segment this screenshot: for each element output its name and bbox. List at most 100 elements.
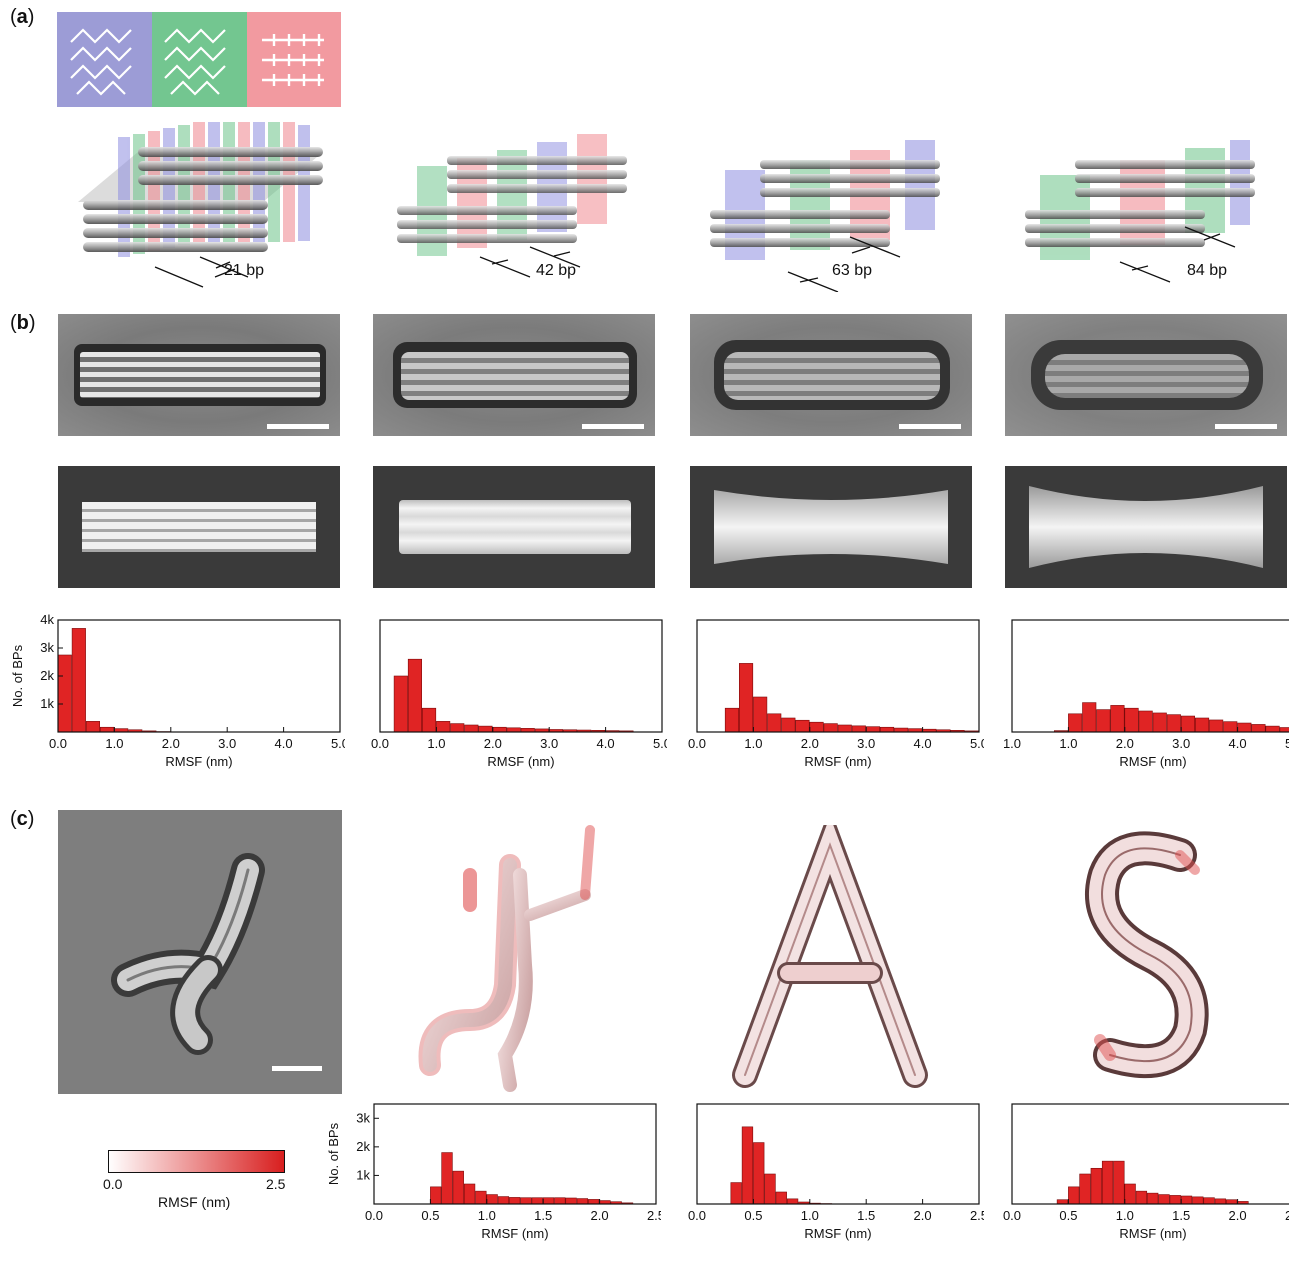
x-tick-label: 2.0 xyxy=(801,736,819,751)
tem-image-21bp xyxy=(58,314,340,436)
y-axis-title: No. of BPs xyxy=(326,1122,341,1185)
x-tick-label: 3.0 xyxy=(218,736,236,751)
histogram-bar xyxy=(823,723,838,733)
histogram-bar xyxy=(1110,705,1125,733)
histogram-bar xyxy=(1147,1192,1159,1205)
histogram-bar xyxy=(786,1198,799,1205)
histogram-bar xyxy=(565,1197,577,1205)
panel-b-label: (b) xyxy=(10,312,36,334)
panel-c-label: (c) xyxy=(10,808,35,830)
plot-frame xyxy=(373,1103,657,1205)
x-tick-label: 2.0 xyxy=(591,1208,609,1223)
y-tick-label: 3k xyxy=(356,1110,370,1125)
histogram-bar xyxy=(767,713,782,733)
bundle-63bp xyxy=(710,140,940,260)
x-tick-label: 3.0 xyxy=(857,736,875,751)
histogram-bar xyxy=(393,675,408,733)
x-tick-label: 2.5 xyxy=(647,1208,661,1223)
x-tick-label: 2.5 xyxy=(1285,1208,1289,1223)
histogram-bar xyxy=(1223,721,1238,733)
histogram-bar xyxy=(436,721,451,733)
histogram-bar xyxy=(1068,1186,1080,1205)
simulated-shape-complex xyxy=(418,825,595,1092)
histogram-bar xyxy=(542,1197,555,1205)
histogram-bar xyxy=(880,726,895,733)
histogram-bar xyxy=(1124,707,1139,733)
panel-c-letter: c xyxy=(16,808,28,830)
histogram-bar xyxy=(450,723,465,733)
simulated-image-63bp xyxy=(690,466,972,588)
spacing-arrows xyxy=(154,226,1236,292)
x-tick-label: 5.0 xyxy=(331,736,345,751)
x-tick-label: 1.0 xyxy=(801,1208,819,1223)
histogram-bar xyxy=(478,725,493,733)
histogram-bar xyxy=(71,628,86,733)
histogram-b3: 0.0 1.0 2.0 3.0 4.0 5.0 RMSF (nm) xyxy=(688,619,984,769)
colorbar-min-label: 0.0 xyxy=(103,1176,123,1192)
x-tick-label: 0.0 xyxy=(371,736,389,751)
histogram-bar xyxy=(741,1126,754,1205)
x-tick-label: 5.0 xyxy=(653,736,667,751)
x-tick-label: 2.0 xyxy=(484,736,502,751)
histogram-bar xyxy=(509,1197,521,1205)
scale-bar-3 xyxy=(899,424,961,429)
histogram-bar xyxy=(1138,710,1153,733)
histogram-bar xyxy=(452,1170,464,1205)
x-tick-label: 1.0 xyxy=(105,736,123,751)
histogram-bar xyxy=(1152,712,1167,733)
x-tick-label: 0.0 xyxy=(1003,1208,1021,1223)
scale-bar-4 xyxy=(1215,424,1277,429)
x-tick-label: 0.5 xyxy=(1059,1208,1077,1223)
x-tick-label: 0.0 xyxy=(49,736,67,751)
bundle-42bp xyxy=(397,134,627,256)
x-tick-label: 4.0 xyxy=(597,736,615,751)
histogram-c3: 0.0 0.5 1.0 1.5 2.0 2.5 RMSF (nm) xyxy=(1003,1103,1289,1241)
tem-image-84bp xyxy=(1005,314,1287,436)
y-tick-label: 2k xyxy=(356,1139,370,1154)
histogram-bar xyxy=(588,1199,600,1205)
x-tick-label: 4.0 xyxy=(275,736,293,751)
bundle-21bp xyxy=(78,122,323,257)
x-tick-label: 0.0 xyxy=(365,1208,383,1223)
y-tick-label: 1k xyxy=(40,696,54,711)
x-tick-label: 0.0 xyxy=(688,736,706,751)
x-axis-title: RMSF (nm) xyxy=(1119,754,1186,769)
y-axis-title: No. of BPs xyxy=(10,644,25,707)
crossover-pattern-tiles xyxy=(57,12,341,107)
simulated-image-42bp xyxy=(373,466,655,588)
histogram-c1: 0.0 0.5 1.0 1.5 2.0 2.5 1k 2k 3k RMSF (nm) No. of … xyxy=(326,1103,661,1241)
x-tick-label: 1.5 xyxy=(1172,1208,1190,1223)
histogram-bar xyxy=(1124,1183,1136,1205)
panel-a-label: (a) xyxy=(10,6,35,28)
histogram-bar xyxy=(576,1198,589,1205)
plot-frame xyxy=(1011,1103,1289,1205)
histogram-bar xyxy=(1056,1199,1069,1205)
x-axis-title: RMSF (nm) xyxy=(1119,1226,1186,1241)
histogram-bar xyxy=(781,717,796,733)
x-tick-label: 1.5 xyxy=(857,1208,875,1223)
colorbar-title: RMSF (nm) xyxy=(158,1194,231,1210)
x-tick-label: 1.0 xyxy=(744,736,762,751)
y-tick-label: 3k xyxy=(40,640,54,655)
spacing-label-4: 84 bp xyxy=(1187,262,1228,279)
histogram-bar xyxy=(865,726,880,733)
x-axis-title: RMSF (nm) xyxy=(481,1226,548,1241)
histogram-bar xyxy=(1180,1195,1193,1205)
bundle-84bp xyxy=(1025,140,1255,260)
plot-frame xyxy=(696,1103,980,1205)
bundle-diagrams xyxy=(78,122,1255,292)
x-axis-title: RMSF (nm) xyxy=(804,754,871,769)
y-tick-label: 1k xyxy=(356,1167,370,1182)
histogram-bar xyxy=(1096,709,1111,733)
histogram-c2: 0.0 0.5 1.0 1.5 2.0 2.5 RMSF (nm) xyxy=(688,1103,984,1241)
histogram-bar xyxy=(1209,719,1224,733)
tile-green xyxy=(152,12,247,107)
histogram-bar xyxy=(506,727,521,733)
plot-frame xyxy=(379,619,663,733)
histogram-bar xyxy=(1279,727,1289,733)
histogram-bar xyxy=(724,707,739,733)
histogram-bar xyxy=(441,1152,453,1205)
x-tick-label: 2.0 xyxy=(914,1208,932,1223)
histogram-bar xyxy=(463,1183,476,1205)
histogram-bar xyxy=(1135,1190,1148,1205)
